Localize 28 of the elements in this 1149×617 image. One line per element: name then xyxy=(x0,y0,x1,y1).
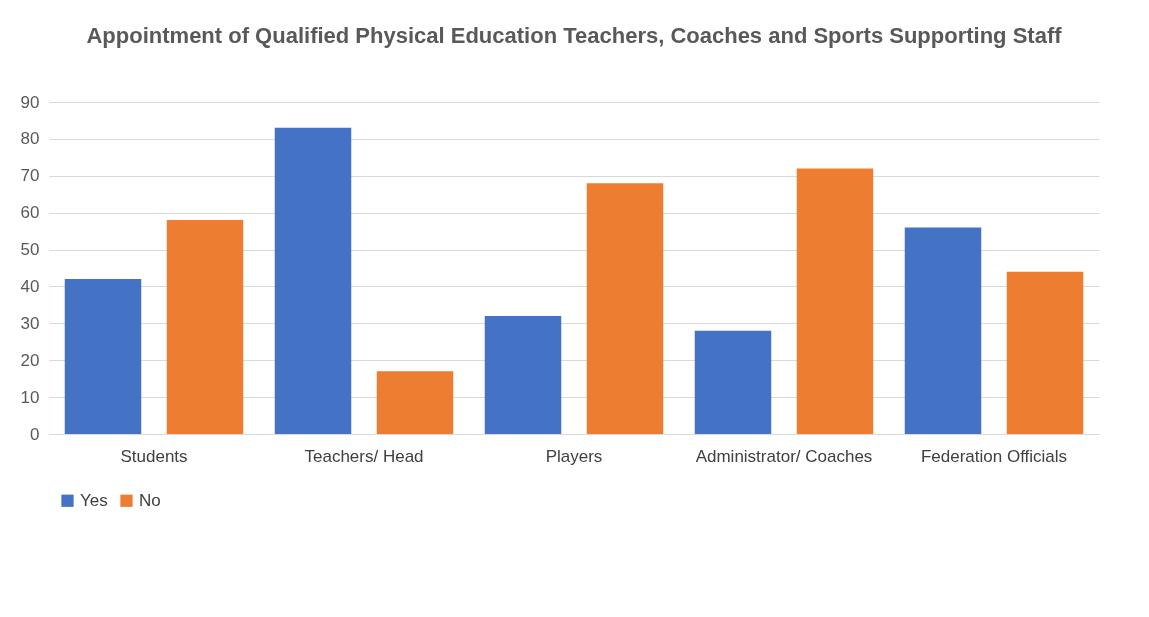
y-tick-label: 0 xyxy=(30,424,40,444)
bar xyxy=(166,220,244,434)
x-tick-label: Players xyxy=(545,446,603,466)
bar xyxy=(274,127,352,434)
y-tick-label: 10 xyxy=(20,387,40,407)
legend-label: No xyxy=(139,490,161,510)
x-tick-label: Teachers/ Head xyxy=(304,446,424,466)
x-tick-label: Administrator/ Coaches xyxy=(695,446,873,466)
y-tick-label: 50 xyxy=(20,240,40,260)
legend-label: Yes xyxy=(80,490,108,510)
y-tick-label: 90 xyxy=(20,92,40,112)
bar xyxy=(796,168,874,434)
y-tick-label: 70 xyxy=(20,166,40,186)
bar xyxy=(484,315,562,434)
y-tick-label: 20 xyxy=(20,350,40,370)
bar xyxy=(64,279,142,434)
bar xyxy=(376,371,454,434)
x-tick-label: Students xyxy=(120,446,188,466)
y-tick-label: 30 xyxy=(20,313,40,333)
y-tick-label: 40 xyxy=(20,276,40,296)
y-tick-label: 80 xyxy=(20,129,40,149)
chart-title: Appointment of Qualified Physical Education Teachers, Coaches and Sports Supporting Staff xyxy=(86,23,1063,48)
bar xyxy=(694,330,772,434)
y-tick-label: 60 xyxy=(20,203,40,223)
x-tick-label: Federation Officials xyxy=(920,446,1068,466)
bar xyxy=(904,227,982,434)
bar xyxy=(586,183,664,434)
bar xyxy=(1006,271,1084,434)
